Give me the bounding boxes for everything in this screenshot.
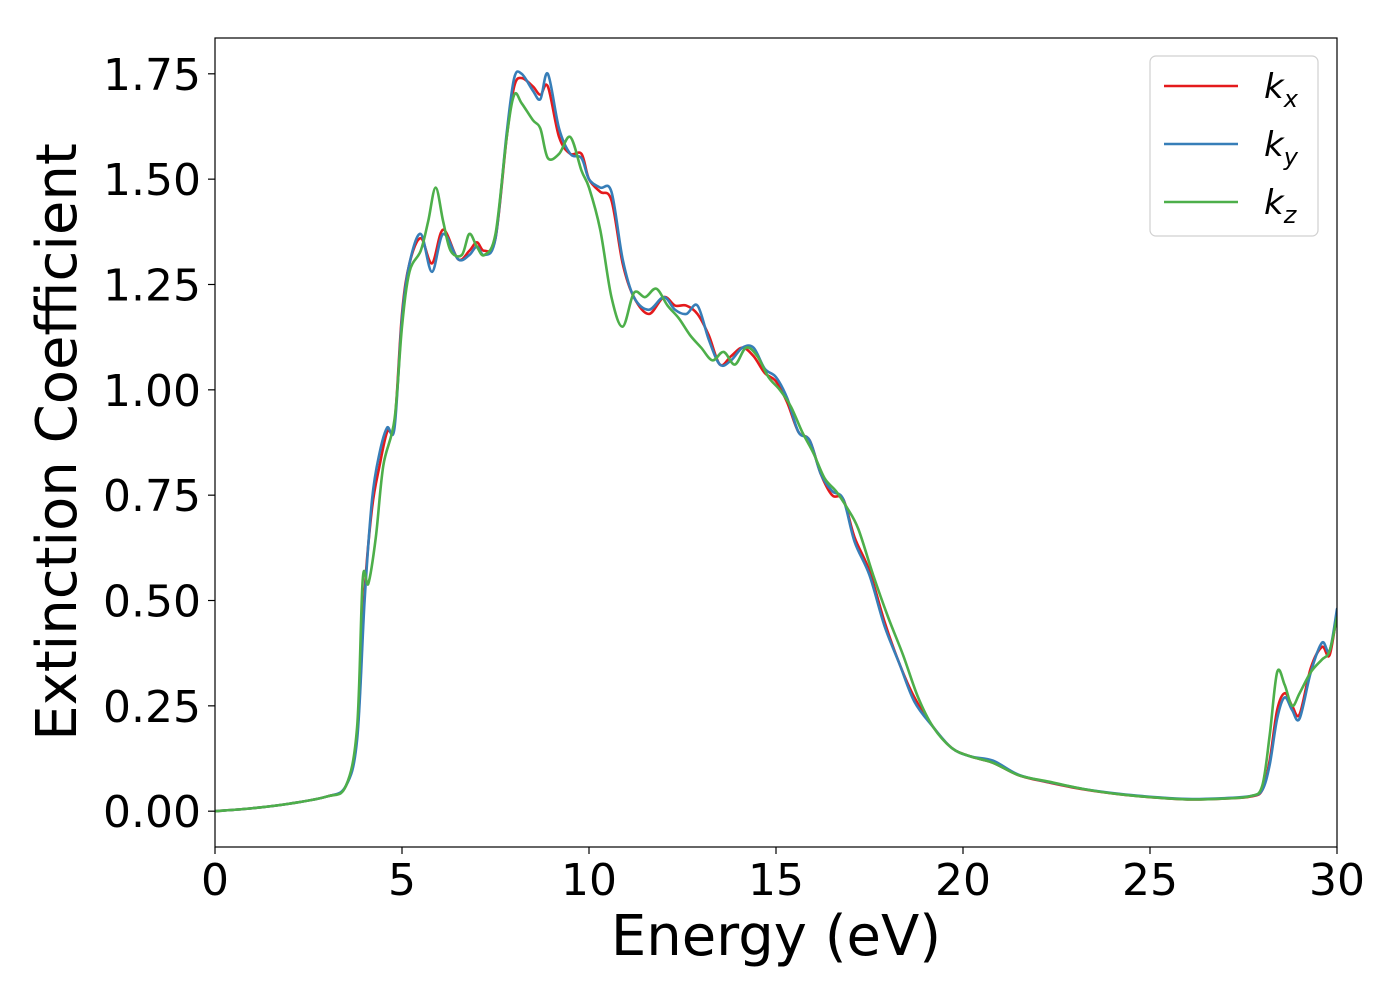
x-tick-label: 10 bbox=[561, 855, 617, 906]
y-tick-label: 0.25 bbox=[103, 682, 201, 733]
y-tick-label: 1.00 bbox=[103, 366, 201, 417]
y-axis-title: Extinction Coefficient bbox=[25, 143, 90, 741]
x-tick-label: 15 bbox=[748, 855, 804, 906]
y-tick-label: 0.75 bbox=[103, 471, 201, 522]
x-tick-label: 0 bbox=[201, 855, 229, 906]
y-tick-label: 0.00 bbox=[103, 787, 201, 838]
y-tick-label: 1.25 bbox=[103, 260, 201, 311]
y-tick-label: 1.75 bbox=[103, 50, 201, 101]
series-line-k-z bbox=[215, 91, 1337, 813]
series-layer bbox=[215, 70, 1337, 813]
x-tick-label: 20 bbox=[935, 855, 991, 906]
x-tick-label: 25 bbox=[1122, 855, 1178, 906]
x-axis-title: Energy (eV) bbox=[611, 904, 941, 969]
x-axis: 0 5 10 15 20 25 30 bbox=[201, 847, 1365, 906]
legend-box bbox=[1149, 55, 1319, 237]
y-tick-label: 1.50 bbox=[103, 155, 201, 206]
y-axis: 0.00 0.25 0.50 0.75 1.00 1.25 1.50 1.75 bbox=[103, 50, 215, 838]
y-tick-label: 0.50 bbox=[103, 577, 201, 628]
x-tick-label: 5 bbox=[388, 855, 416, 906]
x-tick-label: 30 bbox=[1309, 855, 1365, 906]
